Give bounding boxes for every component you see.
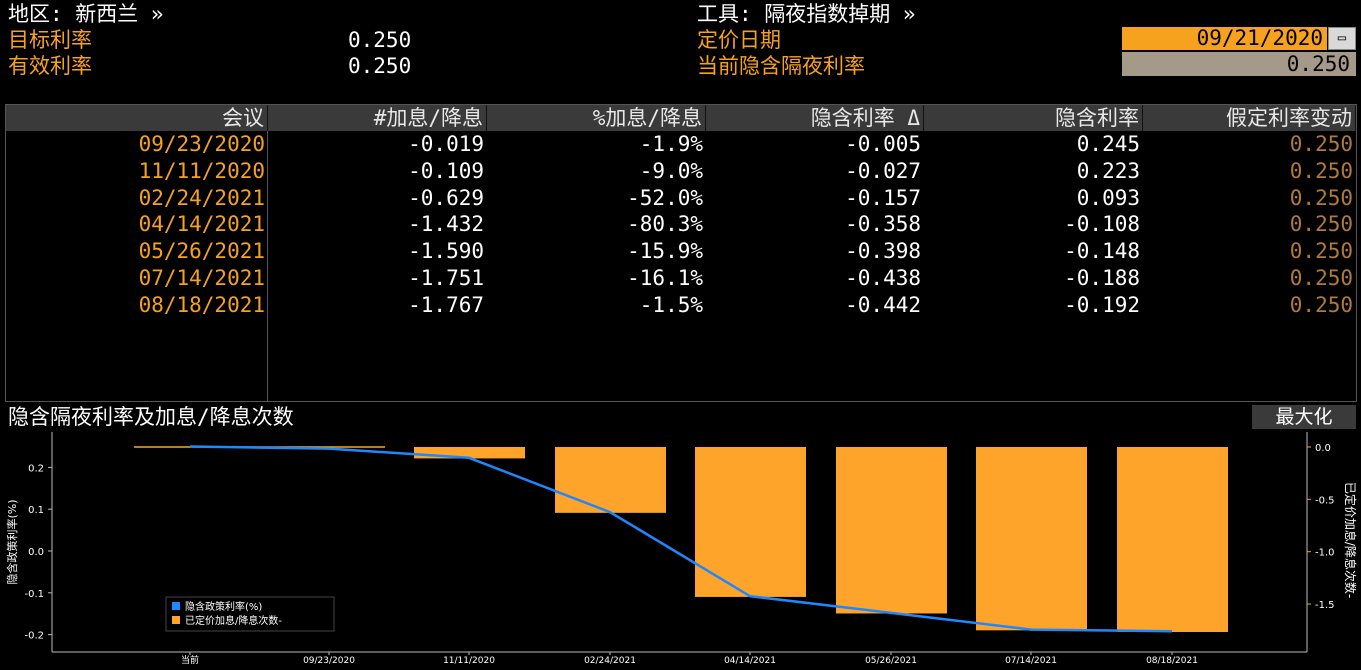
effective-rate-label: 有效利率 [8,54,92,78]
table-header: 会议 #加息/降息 %加息/降息 隐含利率 Δ 隐含利率 假定利率变动 [6,105,1356,131]
table-cell: -0.108 [1064,212,1140,237]
table-cell: -1.590 [408,239,484,264]
legend-box [165,596,335,632]
instrument-selector[interactable]: 工具: 隔夜指数掉期 » [697,2,916,26]
table-cell: -0.398 [845,239,921,264]
left-tick-label: 0.0 [28,547,44,558]
implied-rate-input[interactable]: 0.250 [1122,52,1356,76]
meetings-table: 会议 #加息/降息 %加息/降息 隐含利率 Δ 隐含利率 假定利率变动 09/23/202… [5,104,1357,402]
table-cell: -52.0% [627,185,703,210]
table-cell: -15.9% [627,239,703,264]
table-cell: -9.0% [639,158,703,183]
table-cell: 09/23/2020 [138,132,265,156]
table-cell: -1.9% [639,132,703,156]
table-cell: -0.157 [845,185,921,210]
table-cell: 0.223 [1076,158,1140,183]
right-tick-label: -1.0 [1315,548,1335,559]
table-cell: 0.250 [1289,185,1353,210]
table-cell: 05/26/2021 [138,239,265,264]
table-cell: 0.250 [1289,132,1353,156]
table-cell: -0.358 [845,212,921,237]
column-header-3[interactable]: 隐含利率 Δ [706,105,924,131]
left-tick-label: -0.1 [24,589,44,600]
table-cell: -80.3% [627,212,703,237]
region-selector[interactable]: 地区: 新西兰 » [8,2,164,26]
bar [695,447,806,597]
left-tick-label: 0.2 [28,463,44,474]
left-tick-label: 0.1 [28,505,44,516]
table-cell: -1.767 [408,292,484,317]
bar [414,447,525,459]
table-cell: -0.027 [845,158,921,183]
table-cell: -0.188 [1064,266,1140,290]
left-axis-label: 隐含政策利率(%) [5,499,19,584]
table-cell: 0.250 [1289,212,1353,237]
table-cell: 04/14/2021 [138,212,265,237]
x-tick-label: 09/23/2020 [303,656,355,666]
effective-rate-value: 0.250 [348,54,412,78]
bar [555,447,666,513]
implied-rate-label: 当前隐含隔夜利率 [697,54,865,78]
pricing-date-label: 定价日期 [697,28,781,52]
x-tick-label: 07/14/2021 [1005,656,1057,666]
calendar-icon[interactable]: ▭ [1328,27,1356,50]
table-cell: -16.1% [627,266,703,290]
table-cell: 0.093 [1076,185,1140,210]
table-cell: 0.250 [1289,266,1353,290]
right-axis-label: 已定价加息/降息次数- [1343,482,1358,598]
legend-label-line: 隐含政策利率(%) [185,600,262,613]
table-cell: 11/11/2020 [138,158,265,183]
legend-swatch-line [172,602,180,610]
chart-title: 隐含隔夜利率及加息/降息次数 [8,405,294,429]
target-rate-value: 0.250 [348,28,412,52]
table-cell: -0.148 [1064,239,1140,264]
table-cell: -0.442 [845,292,921,317]
x-tick-label: 当前 [181,654,199,666]
x-tick-label: 08/18/2021 [1146,656,1198,666]
table-cell: -1.432 [408,212,484,237]
bar [836,447,947,614]
table-cell: -0.192 [1064,292,1140,317]
right-tick-label: 0.0 [1315,443,1331,454]
table-cell: -0.109 [408,158,484,183]
left-tick-label: -0.2 [24,631,44,642]
column-header-0[interactable]: 会议 [6,105,268,131]
table-cell: -1.751 [408,266,484,290]
target-rate-label: 目标利率 [8,28,92,52]
column-header-4[interactable]: 隐含利率 [924,105,1143,131]
table-cell: 0.245 [1076,132,1140,156]
pricing-date-input[interactable]: 09/21/2020 [1122,27,1327,50]
table-cell: 0.250 [1289,158,1353,183]
table-cell: 08/18/2021 [138,292,265,317]
table-cell: -0.438 [845,266,921,290]
bar [976,447,1087,631]
right-tick-label: -0.5 [1315,495,1335,506]
bar [1117,447,1228,633]
table-cell: -0.005 [845,132,921,156]
legend-label-bar: 已定价加息/降息次数- [185,614,282,627]
column-header-5[interactable]: 假定利率变动 [1143,105,1356,131]
x-tick-label: 05/26/2021 [865,656,917,666]
table-cell: -0.019 [408,132,484,156]
table-cell: -1.5% [639,292,703,317]
table-cell: 02/24/2021 [138,185,265,210]
x-tick-label: 11/11/2020 [443,656,495,666]
table-cell: 0.250 [1289,239,1353,264]
maximize-button[interactable]: 最大化 [1252,405,1356,429]
column-header-2[interactable]: %加息/降息 [487,105,706,131]
table-cell: -0.629 [408,185,484,210]
column-divider [267,131,268,401]
column-header-1[interactable]: #加息/降息 [268,105,487,131]
table-cell: 0.250 [1289,292,1353,317]
series-line [189,445,1173,633]
x-tick-label: 04/14/2021 [724,656,776,666]
legend-swatch-bar [172,616,180,624]
table-cell: 07/14/2021 [138,266,265,290]
x-tick-label: 02/24/2021 [584,656,636,666]
right-tick-label: -1.5 [1315,600,1335,611]
